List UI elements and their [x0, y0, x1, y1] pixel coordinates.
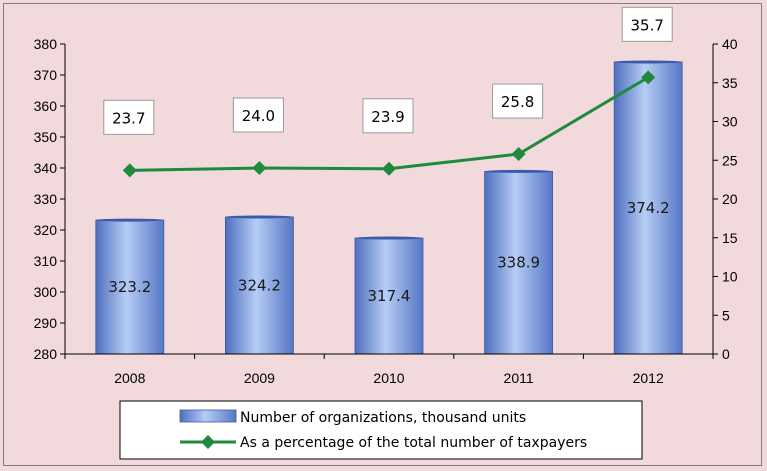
left-tick-label: 320 [34, 222, 58, 238]
left-tick-label: 330 [34, 191, 58, 207]
line-point-marker [252, 161, 267, 175]
right-tick-label: 0 [722, 346, 730, 362]
bar-value-label: 317.4 [368, 287, 411, 305]
left-tick-label: 360 [34, 98, 58, 114]
left-tick-label: 350 [34, 129, 58, 145]
line-point-marker [511, 147, 526, 162]
bar-value-label: 338.9 [497, 254, 540, 272]
bar [613, 61, 683, 355]
combo-chart: 280 290 300 310 320 330 340 350 360 370 380 0 5 10 15… [34, 6, 738, 460]
point-label-box [103, 99, 155, 135]
bar-top [355, 236, 423, 240]
point-value-label: 25.8 [501, 93, 534, 111]
left-tick-label: 380 [34, 36, 58, 52]
right-tick-label: 35 [722, 75, 738, 91]
bar-top [614, 60, 683, 64]
point-label-box [232, 97, 284, 133]
bar-top [225, 215, 294, 219]
bar [484, 171, 554, 355]
bar-value-label: 374.2 [627, 199, 670, 217]
right-tick-label: 40 [722, 36, 738, 52]
legend-bar-swatch [179, 409, 237, 423]
point-value-label: 23.7 [112, 109, 145, 127]
legend-label-line: As a percentage of the total number of t… [240, 435, 587, 451]
x-tick-label: 2008 [114, 370, 145, 386]
x-tick-label: 2009 [244, 370, 275, 386]
right-tick-label: 15 [722, 230, 738, 246]
bar-value-label: 324.2 [238, 276, 281, 294]
left-y-axis: 280 290 300 310 320 330 340 350 360 370 380 [34, 36, 66, 362]
left-tick-label: 300 [34, 284, 58, 300]
x-axis: 2008 2009 2010 2011 2012 [64, 353, 714, 386]
right-y-axis: 0 5 10 15 20 25 30 35 40 [712, 36, 738, 362]
point-value-label: 24.0 [242, 107, 275, 125]
left-tick-label: 280 [34, 346, 58, 362]
bar-value-label: 323.2 [108, 278, 151, 296]
x-tick-label: 2012 [633, 370, 664, 386]
x-tick-label: 2010 [373, 370, 404, 386]
left-tick-label: 370 [34, 67, 58, 83]
line-point-marker [122, 163, 137, 178]
left-tick-label: 290 [34, 315, 58, 331]
right-tick-label: 20 [722, 191, 738, 207]
chart-frame: 280 290 300 310 320 330 340 350 360 370 380 0 5 10 15… [3, 3, 762, 466]
right-tick-label: 25 [722, 152, 738, 168]
bar [224, 216, 294, 355]
bar-top [95, 218, 164, 222]
point-label-box [362, 98, 414, 134]
point-value-label: 23.9 [371, 108, 404, 126]
left-tick-label: 310 [34, 253, 58, 269]
line-point-marker [382, 161, 396, 176]
right-tick-label: 10 [722, 269, 738, 285]
line-series: 23.7 24.0 23.9 25.8 35.7 [103, 6, 673, 178]
x-tick-label: 2011 [504, 370, 534, 386]
legend-label-bar: Number of organizations, thousand units [240, 410, 526, 426]
bar-series: 323.2 324.2 317.4 338.9 374.2 [95, 60, 683, 355]
point-value-label: 35.7 [630, 16, 663, 34]
right-tick-label: 5 [722, 307, 730, 323]
point-label-box [492, 83, 544, 119]
left-tick-label: 340 [34, 160, 58, 176]
line-point-marker [641, 70, 656, 85]
right-tick-label: 30 [722, 114, 738, 130]
point-label-box [621, 6, 673, 42]
bar [354, 237, 424, 355]
bar-top [484, 169, 553, 173]
legend-line-marker [201, 435, 215, 449]
legend: Number of organizations, thousand units A… [119, 400, 643, 460]
